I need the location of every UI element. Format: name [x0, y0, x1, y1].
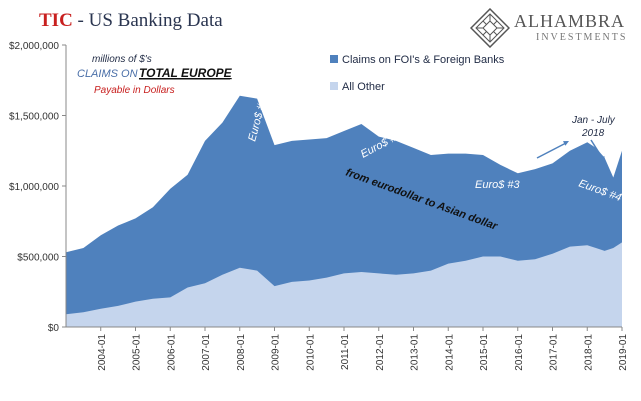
legend-swatch-foi — [330, 55, 338, 63]
y-tick-label: $2,000,000 — [9, 41, 59, 52]
rise-arrow-line — [536, 142, 567, 159]
euro3-label: Euro$ #3 — [475, 179, 521, 191]
x-tick-label: 2016-01 — [514, 334, 525, 371]
brand-name: ALHAMBRA — [514, 11, 626, 31]
y-tick-label: $0 — [48, 323, 60, 334]
fall-arrow-line — [590, 139, 604, 160]
y-tick-label: $1,000,000 — [9, 182, 59, 193]
y-tick-label: $500,000 — [17, 253, 59, 264]
rise-arrow-head — [563, 141, 569, 146]
title-rest: - US Banking Data — [72, 10, 223, 31]
x-tick-label: 2013-01 — [410, 334, 421, 371]
year-2018-label: 2018 — [581, 128, 605, 139]
x-tick-label: 2014-01 — [444, 334, 455, 371]
legend-swatch-other — [330, 82, 338, 90]
x-tick-label: 2018-01 — [583, 334, 594, 371]
x-tick-label: 2004-01 — [97, 334, 108, 371]
x-tick-label: 2010-01 — [305, 334, 316, 371]
total-europe-label: TOTAL EUROPE — [139, 66, 233, 80]
legend-label-other: All Other — [342, 81, 385, 93]
x-tick-label: 2012-01 — [375, 334, 386, 371]
x-tick-label: 2019-01 — [618, 334, 629, 371]
fall-arrow-head — [599, 156, 605, 162]
x-tick-label: 2015-01 — [479, 334, 490, 371]
jan-july-label: Jan - July — [571, 115, 616, 126]
x-tick-label: 2007-01 — [201, 334, 212, 371]
brand-logo: ALHAMBRA INVESTMENTS — [469, 7, 636, 49]
claims-on-label: CLAIMS ON — [77, 68, 138, 80]
x-tick-label: 2008-01 — [236, 334, 247, 371]
x-tick-label: 2005-01 — [132, 334, 143, 371]
x-tick-label: 2006-01 — [166, 334, 177, 371]
diamond-logo-icon — [469, 7, 511, 49]
x-tick-label: 2011-01 — [340, 334, 351, 370]
y-tick-label: $1,500,000 — [9, 112, 59, 123]
page-title: TIC - US Banking Data — [39, 10, 223, 32]
legend-label-foi: Claims on FOI's & Foreign Banks — [342, 54, 505, 66]
x-tick-label: 2009-01 — [271, 334, 282, 371]
x-tick-label: 2017-01 — [549, 334, 560, 371]
brand-subtitle: INVESTMENTS — [536, 32, 628, 43]
series-area-all-other — [66, 242, 622, 327]
title-prefix: TIC — [39, 10, 73, 31]
units-note: millions of $'s — [92, 54, 152, 65]
payable-note: Payable in Dollars — [94, 85, 175, 96]
